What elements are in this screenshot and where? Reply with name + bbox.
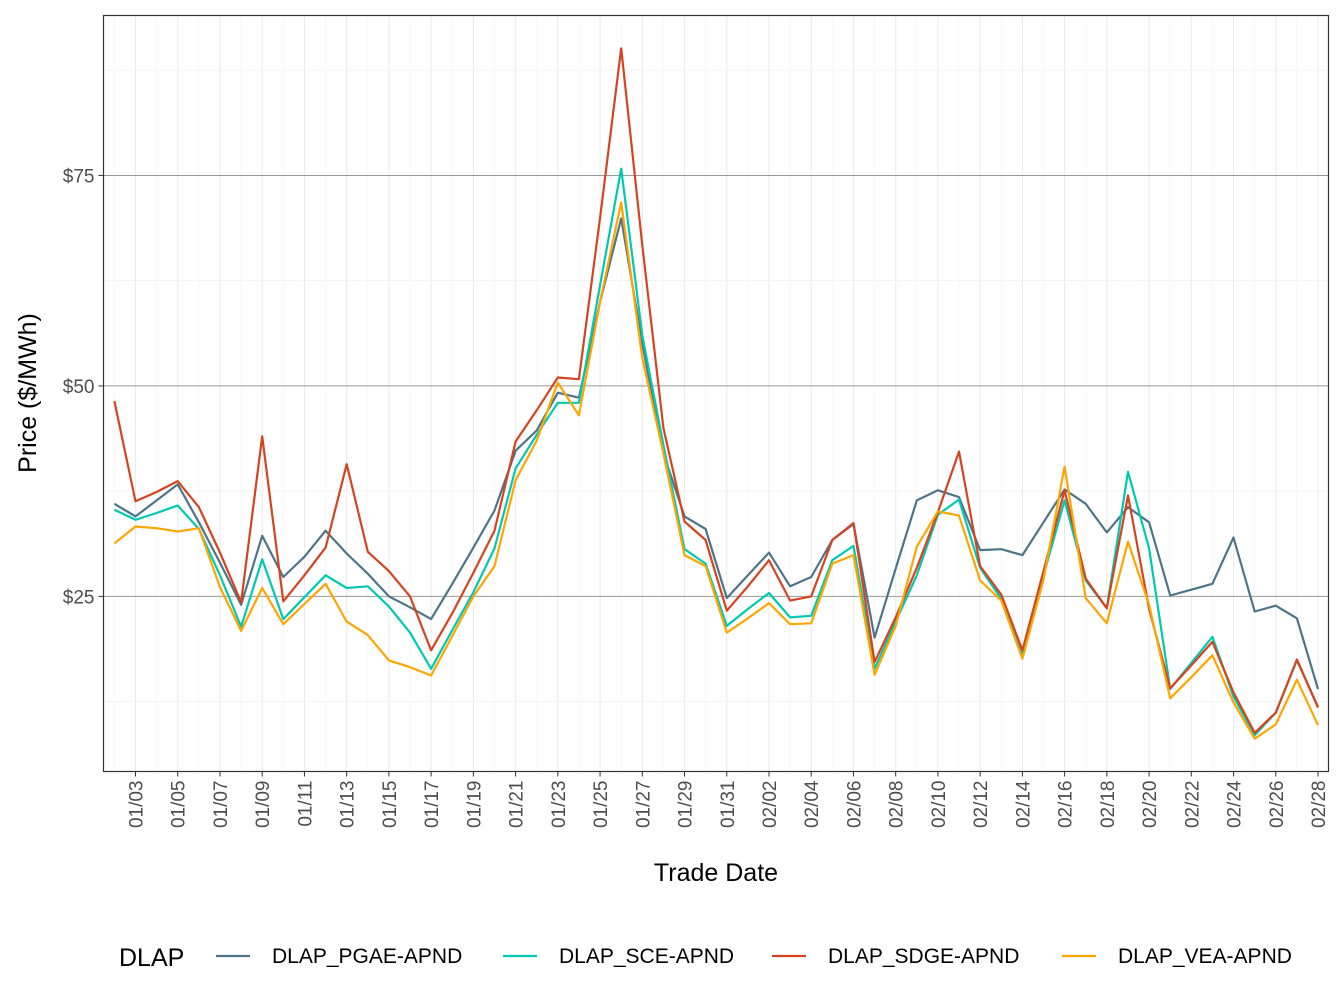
x-tick-label: 02/28 [1309,781,1330,829]
y-axis-title: Price ($/MWh) [14,313,42,473]
x-tick-label: 02/04 [802,780,823,828]
legend-label: DLAP_PGAE-APND [272,945,462,968]
x-tick-label: 01/11 [295,781,316,827]
legend-label: DLAP_SCE-APND [559,945,734,968]
y-axis: $25 $50 $75 [63,166,104,608]
legend-label: DLAP_VEA-APND [1118,945,1292,968]
x-tick-label: 01/25 [591,781,612,829]
x-tick-label: 01/17 [422,781,443,829]
series-lines [113,47,1320,740]
y-tick-label: $25 [63,587,95,608]
plot-background [103,15,1329,772]
x-tick-label: 01/07 [211,781,232,829]
x-tick-label: 02/10 [929,781,950,829]
x-tick-label: 01/27 [633,781,654,829]
plot-panel-border [102,14,1330,773]
legend-label: DLAP_SDGE-APND [828,945,1019,968]
x-tick-label: 01/03 [127,781,148,829]
x-tick-label: 02/26 [1267,781,1288,829]
x-tick-label: 02/16 [1056,781,1077,829]
x-tick-label: 02/22 [1182,781,1203,829]
x-axis-title: Trade Date [654,859,778,887]
x-tick-label: 01/23 [549,781,570,829]
x-tick-label: 02/06 [844,781,865,829]
x-tick-label: 02/08 [887,781,908,829]
legend-item: DLAP_PGAE-APND [216,945,462,968]
x-tick-label: 02/02 [760,781,781,829]
y-tick-label: $75 [63,166,95,187]
legend-item: DLAP_SCE-APND [503,945,734,968]
series-line-dlap-sce-apnd [113,167,1320,737]
series-line-dlap-sdge-apnd [113,47,1320,734]
legend-title: DLAP [119,944,184,972]
x-tick-label: 01/29 [676,781,697,829]
legend-item: DLAP_VEA-APND [1062,945,1292,968]
x-tick-label: 01/09 [253,781,274,829]
x-tick-label: 02/20 [1140,781,1161,829]
x-axis: 01/03 01/05 01/07 01/09 01/11 01/13 01/15 01/17… [127,771,1330,829]
legend: DLAP DLAP_PGAE-APND DLAP_SCE-APND DLAP_SDG… [119,944,1292,972]
grid [103,15,1329,772]
x-tick-label: 02/12 [971,781,992,829]
series-line-dlap-vea-apnd [113,201,1319,740]
legend-item: DLAP_SDGE-APND [772,945,1019,968]
x-tick-label: 02/24 [1225,780,1246,828]
x-tick-label: 01/15 [380,781,401,829]
x-tick-label: 02/18 [1098,781,1119,829]
x-tick-label: 01/19 [464,781,485,829]
series-line-dlap-pgae-apnd [113,217,1320,690]
x-tick-label: 02/14 [1013,780,1034,828]
x-tick-label: 01/21 [507,781,528,829]
y-tick-label: $50 [63,377,95,398]
x-tick-label: 01/13 [338,781,359,829]
x-tick-label: 01/05 [169,781,190,829]
x-tick-label: 01/31 [718,781,739,829]
